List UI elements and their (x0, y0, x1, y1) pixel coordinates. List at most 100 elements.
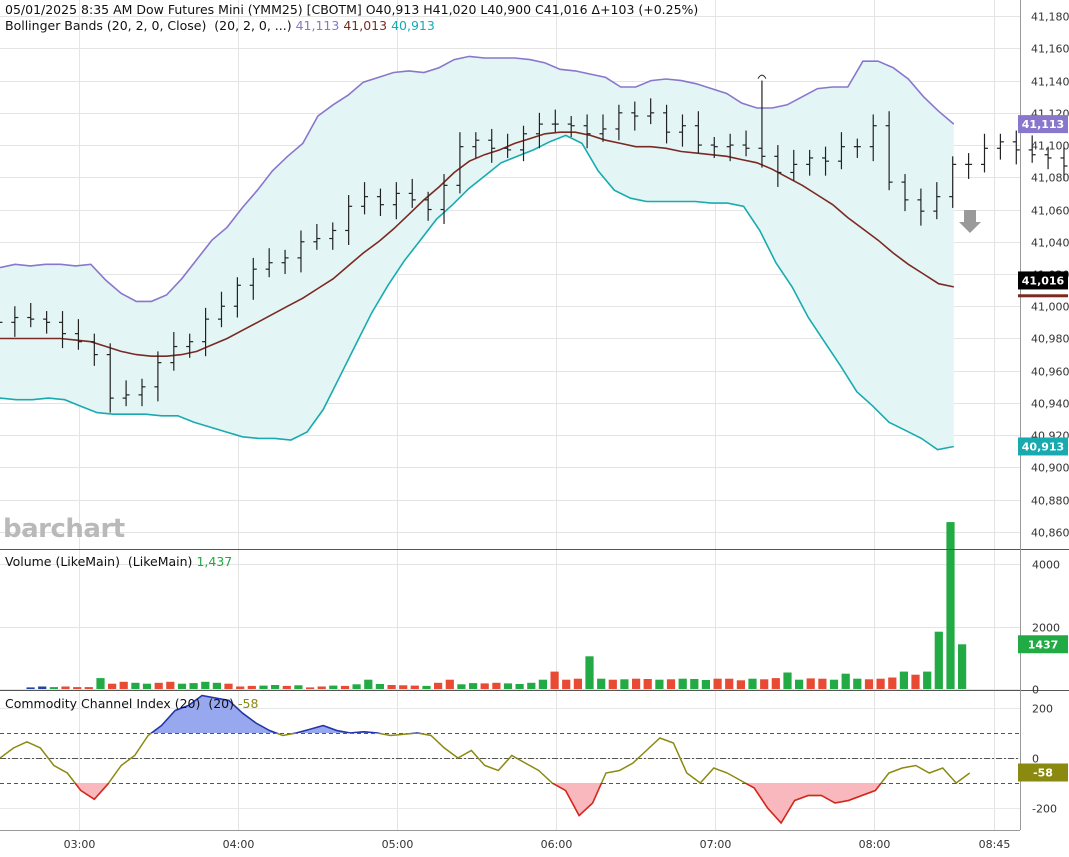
header-time: 8:35 AM (81, 2, 133, 17)
volume-bar (364, 679, 373, 689)
time-tick-label: 06:00 (541, 838, 573, 851)
price-tick-label: 41,100 (1031, 140, 1069, 153)
volume-bar (131, 682, 140, 689)
volume-bar (306, 687, 315, 689)
volume-bar (282, 685, 291, 689)
price-tick-label: 41,040 (1031, 237, 1069, 250)
cci-header: Commodity Channel Index (20) (20) -58 (5, 696, 258, 711)
volume-bar (38, 686, 47, 689)
volume-bar (899, 671, 908, 689)
volume-bar (387, 685, 396, 689)
volume-last-tag-bg (1018, 635, 1068, 654)
cci-line (0, 694, 971, 825)
bb-middle-line (0, 131, 954, 357)
volume-bar (154, 682, 163, 689)
volume-bar (469, 683, 478, 689)
volume-bar (934, 631, 943, 689)
volume-bar (538, 679, 547, 689)
bb-fill (0, 56, 954, 450)
price-tick-label: 40,980 (1031, 333, 1069, 346)
volume-bar (340, 685, 350, 689)
indicator-label: Bollinger Bands (20, 2, 0, Close) (20, 2… (5, 18, 292, 33)
volume-label: Volume (LikeMain) (LikeMain) (5, 554, 193, 569)
volume-bar (480, 683, 489, 689)
price-tick-label: 40,900 (1031, 462, 1069, 475)
volume-bar (562, 679, 571, 689)
volume-bar (96, 678, 105, 689)
volume-bar (911, 674, 920, 689)
header-date: 05/01/2025 (5, 2, 78, 17)
bb-lower-tag: 40,913 (1022, 440, 1064, 453)
price-tick-label: 40,960 (1031, 366, 1069, 379)
volume-bar (49, 687, 58, 689)
price-tick-label: 40,860 (1031, 527, 1069, 540)
volume-bar (597, 678, 606, 689)
bb-lower-value: 40,913 (391, 18, 435, 33)
volume-tick-label: 0 (1032, 684, 1039, 697)
volume-bar (492, 682, 501, 689)
bb-upper-tag: 41,113 (1022, 118, 1064, 131)
volume-bar (201, 681, 210, 689)
bb-mid-tag (1018, 294, 1068, 298)
time-tick-label: 07:00 (700, 838, 732, 851)
volume-bar (259, 685, 268, 689)
header-ohlc: O40,913 H41,020 L40,900 C41,016 (365, 2, 588, 17)
volume-bar (713, 678, 722, 689)
down-arrow-icon (959, 210, 981, 233)
volume-bar (876, 678, 885, 689)
volume-bar (271, 685, 280, 689)
watermark-logo: barchart (3, 514, 125, 544)
price-tick-label: 40,880 (1031, 495, 1069, 508)
volume-bar (224, 683, 233, 689)
volume-bar (329, 685, 338, 689)
volume-bar (399, 685, 408, 689)
bb-mid-value: 41,013 (343, 18, 388, 33)
volume-bar (585, 656, 594, 689)
volume-bar (294, 685, 303, 689)
volume-bar (515, 684, 524, 689)
time-tick-label: 08:00 (859, 838, 891, 851)
cci-tick-label: 0 (1032, 753, 1039, 766)
volume-bar (375, 684, 384, 689)
volume-bar (806, 678, 815, 689)
volume-bar (725, 678, 734, 689)
volume-bar (678, 678, 687, 689)
volume-bar (73, 687, 82, 689)
price-tick-label: 41,140 (1031, 76, 1069, 89)
volume-bar (236, 686, 245, 689)
volume-bar (26, 687, 35, 689)
bb-upper-line (0, 55, 955, 303)
volume-bar (701, 680, 710, 689)
time-tick-label: 04:00 (223, 838, 255, 851)
bb-upper-value: 41,113 (295, 18, 340, 33)
price-tick-label: 41,060 (1031, 205, 1069, 218)
value-tags: 41,113 41,016 40,913 1437 -58 (1018, 115, 1068, 782)
volume-bar (434, 682, 443, 689)
volume-bar (189, 683, 198, 689)
cci-tick-label: -200 (1032, 803, 1057, 816)
volume-bar (119, 681, 128, 689)
volume-bar (61, 686, 70, 689)
volume-bar (923, 671, 932, 689)
cci-line-oversold (74, 783, 958, 825)
bb-lower-line (0, 134, 954, 451)
volume-bar (503, 683, 513, 689)
volume-bar (445, 679, 454, 689)
volume-bar (620, 679, 629, 689)
volume-bar (853, 678, 862, 689)
cci-series (0, 694, 971, 825)
price-tick-label: 41,180 (1031, 11, 1069, 24)
cci-last-tag: -58 (1033, 767, 1053, 780)
volume-bar (736, 680, 745, 689)
price-tick-label: 41,000 (1031, 301, 1069, 314)
price-header: 05/01/2025 8:35 AM Dow Futures Mini (YMM… (5, 2, 698, 17)
volume-tick-label: 4000 (1032, 559, 1060, 572)
volume-bar (690, 679, 699, 689)
volume-bar (864, 679, 874, 689)
volume-bar (84, 687, 93, 689)
volume-header: Volume (LikeMain) (LikeMain) 1,437 (5, 554, 232, 569)
volume-bar (212, 682, 221, 689)
cci-label: Commodity Channel Index (20) (20) (5, 696, 234, 711)
high-marker (757, 74, 767, 79)
